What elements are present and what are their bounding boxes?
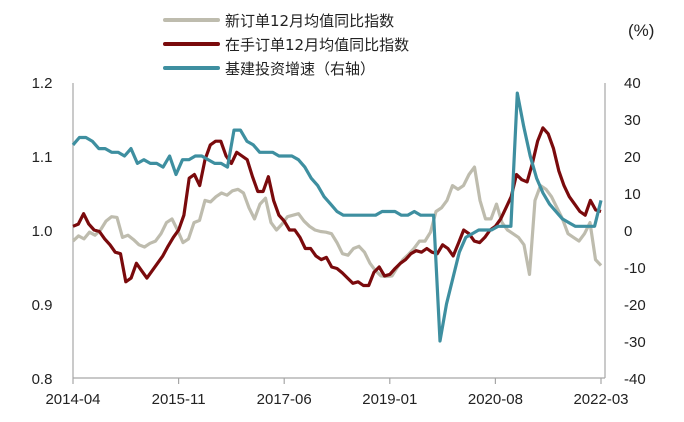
series-line-backlog-orders: [72, 126, 602, 288]
series-lines: [71, 91, 603, 343]
legend: 新订单12月均值同比指数 在手订单12月均值同比指数 基建投资增速（右轴）: [163, 12, 409, 78]
left-tick-label: 1.2: [32, 75, 53, 92]
legend-item-new-orders: 新订单12月均值同比指数: [163, 12, 394, 30]
legend-label-infra-investment: 基建投资增速（右轴）: [225, 60, 375, 78]
legend-item-infra-investment: 基建投资增速（右轴）: [163, 60, 375, 78]
right-tick-label: 20: [624, 149, 641, 166]
series-line-infra-investment: [71, 91, 603, 343]
left-tick-label: 1.0: [32, 223, 53, 240]
x-axis-ticks: 2014-04 2015-11 2017-06 2019-01 2020-08 2022-…: [45, 378, 629, 408]
right-tick-label: 10: [624, 186, 641, 203]
right-axis-unit: (%): [628, 21, 654, 40]
right-tick-label: 30: [624, 112, 641, 129]
x-tick-label: 2017-06: [257, 391, 312, 408]
right-tick-label: 40: [624, 75, 641, 92]
x-tick-label: 2019-01: [362, 391, 417, 408]
series-line-new-orders: [71, 165, 603, 279]
legend-label-backlog-orders: 在手订单12月均值同比指数: [225, 36, 409, 54]
right-tick-label: -20: [624, 297, 646, 314]
x-tick-label: 2014-04: [45, 391, 100, 408]
x-tick-label: 2015-11: [152, 391, 206, 408]
x-tick-label: 2020-08: [468, 391, 523, 408]
right-axis-ticks: 40 30 20 10 0 -10 -20 -30 -40: [624, 75, 646, 388]
right-tick-label: -40: [624, 371, 646, 388]
left-tick-label: 0.8: [32, 371, 53, 388]
left-tick-label: 1.1: [32, 149, 53, 166]
right-tick-label: -10: [624, 260, 646, 277]
legend-label-new-orders: 新订单12月均值同比指数: [225, 12, 394, 30]
left-tick-label: 0.9: [32, 297, 53, 314]
legend-item-backlog-orders: 在手订单12月均值同比指数: [163, 36, 409, 54]
right-tick-label: -30: [624, 334, 646, 351]
left-axis-ticks: 1.2 1.1 1.0 0.9 0.8: [32, 75, 53, 388]
right-tick-label: 0: [624, 223, 632, 240]
x-tick-label: 2022-03: [573, 391, 628, 408]
